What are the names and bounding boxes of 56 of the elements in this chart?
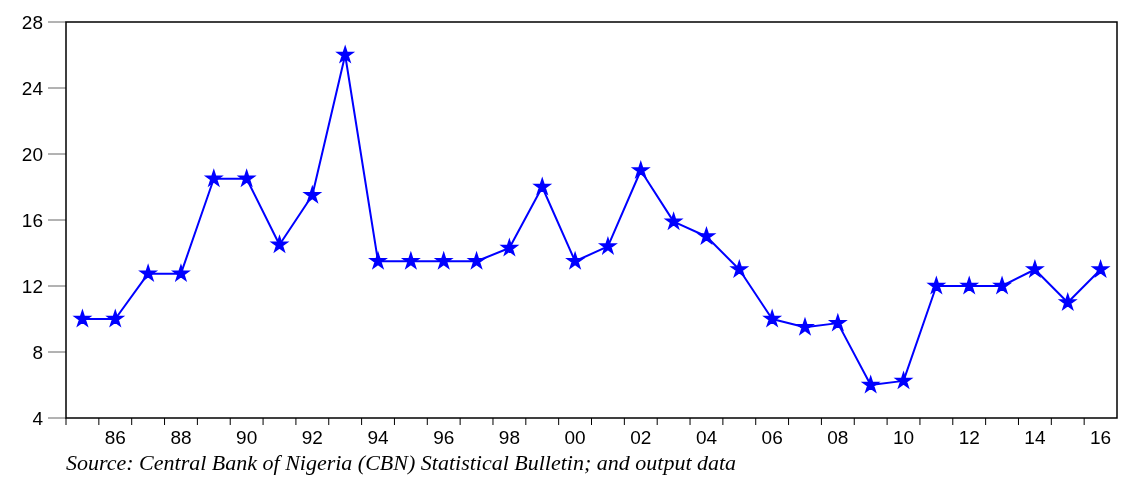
point: [435, 252, 453, 269]
source-note: Source: Central Bank of Nigeria (CBN) Statistical Bulletin; and output data: [66, 450, 737, 475]
point: [271, 236, 288, 252]
point: [895, 372, 912, 389]
point: [599, 237, 617, 254]
point: [402, 252, 420, 269]
point: [336, 46, 354, 63]
point: [960, 277, 978, 294]
x-tick-label: 08: [827, 427, 849, 448]
point: [862, 376, 879, 393]
y-tick-label: 8: [32, 341, 43, 363]
x-tick-label: 12: [958, 427, 980, 448]
x-tick-label: 88: [170, 427, 192, 448]
y-tick-label: 20: [21, 143, 43, 165]
point: [1092, 260, 1109, 277]
point: [763, 310, 781, 327]
point: [1026, 260, 1044, 277]
point: [74, 310, 91, 327]
point: [106, 310, 124, 327]
point: [304, 186, 321, 203]
x-tick-label: 02: [630, 427, 652, 448]
point: [698, 227, 715, 244]
x-tick-label: 86: [104, 427, 126, 448]
x-tick-label: 98: [498, 427, 520, 448]
point: [565, 250, 585, 270]
x-tick-label: 00: [564, 427, 586, 448]
point: [665, 212, 682, 229]
x-tick-label: 92: [301, 427, 323, 448]
y-tick-label: 4: [32, 407, 44, 429]
x-tick-label: 94: [367, 427, 390, 448]
y-tick-label: 16: [21, 209, 43, 231]
point: [238, 170, 255, 186]
x-tick-label: 04: [695, 427, 718, 448]
point: [928, 277, 945, 294]
point: [730, 260, 748, 277]
point: [369, 252, 387, 269]
y-tick-label: 12: [21, 275, 43, 297]
x-tick-label: 16: [1090, 427, 1112, 448]
point: [993, 277, 1011, 294]
point: [533, 178, 551, 195]
point: [796, 318, 814, 335]
point: [468, 252, 485, 269]
point: [172, 264, 190, 281]
x-tick-label: 06: [761, 427, 783, 448]
point: [1059, 293, 1077, 310]
x-tick-label: 96: [433, 427, 455, 448]
point: [501, 239, 518, 256]
point: [829, 314, 847, 331]
point: [139, 264, 157, 281]
point: [205, 170, 223, 186]
point: [632, 161, 650, 178]
x-tick-label: 10: [892, 427, 915, 448]
x-tick-label: 90: [236, 427, 258, 448]
y-tick-label: 28: [21, 11, 43, 33]
x-tick-label: 14: [1024, 427, 1046, 448]
y-tick-label: 24: [21, 77, 44, 99]
